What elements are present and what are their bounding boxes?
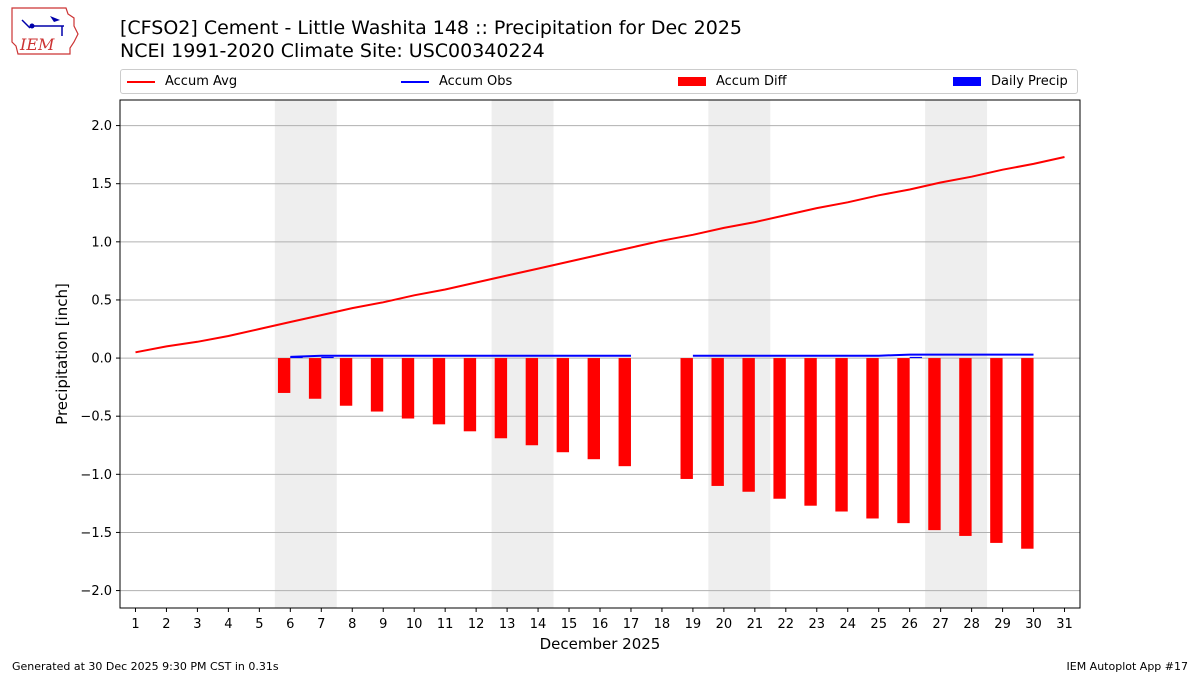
x-tick-label: 25 <box>870 617 887 632</box>
legend-swatch-accum-avg <box>127 80 155 83</box>
y-tick-label: 0.5 <box>91 293 112 308</box>
accum-diff-bar <box>711 358 724 486</box>
x-tick-label: 31 <box>1056 617 1073 632</box>
x-tick-label: 22 <box>778 617 795 632</box>
accum-diff-bar <box>742 358 755 492</box>
accum-diff-bar <box>804 358 817 506</box>
x-tick-label: 8 <box>348 617 356 632</box>
weekend-band-2 <box>491 100 554 608</box>
y-tick-label: −1.0 <box>80 468 112 483</box>
accum-diff-bar <box>773 358 786 499</box>
x-tick-label: 21 <box>747 617 764 632</box>
accum-diff-bar <box>308 358 322 399</box>
x-tick-label: 1 <box>131 617 139 632</box>
y-tick-label: 0.0 <box>91 352 112 367</box>
y-tick-label: 1.5 <box>91 177 112 192</box>
accum-diff-bars <box>277 358 1034 549</box>
accum-diff-bar <box>959 358 972 536</box>
iem-logo-text: IEM <box>19 35 55 54</box>
accum-diff-bar <box>990 358 1003 543</box>
accum-diff-bar <box>525 358 539 446</box>
weekend-band-3 <box>708 100 771 608</box>
x-tick-label: 12 <box>468 617 485 632</box>
x-tick-label: 3 <box>193 617 201 632</box>
y-tick-label: −1.5 <box>80 526 112 541</box>
axes: −2.0−1.5−1.0−0.50.00.51.01.52.01 2 3 4 5 6 7 8 9… <box>80 99 1081 632</box>
y-tick-label: −2.0 <box>80 584 112 599</box>
series-lines <box>135 156 1065 358</box>
x-tick-label: 15 <box>561 617 578 632</box>
legend-item-accum-obs: Accum Obs <box>401 70 512 93</box>
legend-item-accum-avg: Accum Avg <box>127 70 237 93</box>
x-tick-label: 7 <box>317 617 325 632</box>
x-tick-label: 2 <box>162 617 170 632</box>
x-tick-label: 26 <box>901 617 918 632</box>
daily-precip-bar <box>321 356 334 359</box>
accum-diff-bar <box>587 358 600 460</box>
x-tick-label: 11 <box>437 617 454 632</box>
x-tick-label: 23 <box>809 617 826 632</box>
x-tick-label: 18 <box>654 617 671 632</box>
weekend-band-1 <box>274 100 337 608</box>
x-tick-label: 20 <box>716 617 733 632</box>
y-axis-label: Precipitation [inch] <box>53 283 71 425</box>
x-tick-label: 16 <box>592 617 609 632</box>
accum-diff-bar <box>556 358 570 453</box>
x-tick-label: 5 <box>255 617 263 632</box>
daily-precip-bar <box>909 356 923 359</box>
legend: Accum Avg Accum Obs Accum Diff Daily Pre… <box>120 69 1078 94</box>
accum-diff-bar <box>835 358 848 512</box>
accum-diff-bar <box>680 358 693 479</box>
x-tick-label: 10 <box>406 617 423 632</box>
footer-app-text: IEM Autoplot App #17 <box>1066 660 1189 673</box>
chart-subtitle: NCEI 1991-2020 Climate Site: USC00340224 <box>120 40 545 62</box>
accum-diff-bar <box>401 358 415 419</box>
x-tick-label: 19 <box>685 617 702 632</box>
x-tick-label: 17 <box>623 617 640 632</box>
accum-diff-bar <box>432 358 446 425</box>
footer-generated-text: Generated at 30 Dec 2025 9:30 PM CST in … <box>12 660 279 673</box>
x-tick-label: 4 <box>224 617 232 632</box>
y-tick-label: 1.0 <box>91 235 112 250</box>
weekend-shading <box>274 100 988 608</box>
y-tick-label: 2.0 <box>91 119 112 134</box>
x-tick-label: 28 <box>963 617 980 632</box>
chart-title: [CFSO2] Cement - Little Washita 148 :: P… <box>120 17 743 39</box>
iem-logo: IEM <box>8 6 82 58</box>
x-tick-label: 13 <box>499 617 516 632</box>
accum-diff-bar <box>494 358 508 439</box>
x-tick-label: 6 <box>286 617 294 632</box>
x-tick-label: 27 <box>932 617 949 632</box>
legend-swatch-daily-precip <box>953 77 981 86</box>
accum-diff-bar <box>928 358 941 531</box>
x-tick-label: 30 <box>1025 617 1042 632</box>
legend-label-accum-avg: Accum Avg <box>165 74 238 89</box>
legend-label-daily-precip: Daily Precip <box>991 74 1068 89</box>
accum-diff-bar <box>866 358 879 519</box>
legend-label-accum-diff: Accum Diff <box>716 74 787 89</box>
legend-item-daily-precip: Daily Precip <box>953 70 1068 93</box>
legend-label-accum-obs: Accum Obs <box>439 74 513 89</box>
accum-diff-bar <box>339 358 353 406</box>
accum-diff-bar <box>463 358 477 432</box>
x-tick-label: 14 <box>530 617 547 632</box>
accum-diff-bar <box>277 358 291 393</box>
x-axis-label: December 2025 <box>540 635 661 653</box>
plot-frame <box>119 99 1081 609</box>
accum-diff-bar <box>618 358 631 467</box>
accum-avg-line <box>135 156 1065 354</box>
y-tick-label: −0.5 <box>80 410 112 425</box>
legend-swatch-accum-diff <box>678 77 706 86</box>
accum-obs-line <box>290 353 1034 358</box>
legend-item-accum-diff: Accum Diff <box>678 70 787 93</box>
x-tick-label: 9 <box>379 617 387 632</box>
accum-diff-bar <box>897 358 910 524</box>
accum-diff-bar <box>1021 358 1034 549</box>
x-tick-label: 24 <box>839 617 856 632</box>
x-tick-label: 29 <box>994 617 1011 632</box>
accum-diff-bar <box>370 358 384 412</box>
legend-swatch-accum-obs <box>401 80 429 83</box>
